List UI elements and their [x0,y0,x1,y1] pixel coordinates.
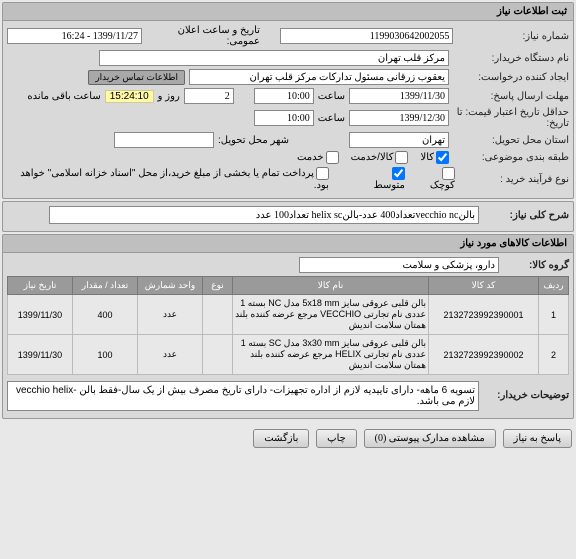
col-code: کد کالا [429,277,539,295]
reply-button[interactable]: پاسخ به نیاز [503,429,573,448]
delivery-city-label: شهر محل تحویل: [218,135,289,146]
desc-label: شرح کلی نیاز: [479,210,569,221]
table-row[interactable]: 22132723992390002بالن قلبی عروقی سایز 3x… [8,335,569,375]
cell-unit: عدد [138,295,203,335]
remain-suffix: ساعت باقی مانده [27,91,100,102]
col-unit: واحد شمارش [138,277,203,295]
col-qty: تعداد / مقدار [73,277,138,295]
items-table: ردیف کد کالا نام کالا نوع واحد شمارش تعد… [7,276,569,375]
desc-input[interactable] [49,206,479,224]
validity-time-input[interactable] [254,110,314,126]
group-service-label[interactable]: خدمت [297,151,339,164]
cell-date: 1399/11/30 [8,335,73,375]
pay-note-check[interactable] [316,167,329,180]
validity-sep: ساعت [318,113,345,124]
need-no-input[interactable] [280,28,453,44]
col-type: نوع [203,277,233,295]
group-kala-check[interactable] [436,151,449,164]
deadline-sep: ساعت [318,91,345,102]
contact-buyer-button[interactable]: اطلاعات تماس خریدار [88,70,185,85]
countdown-timer: 15:24:10 [105,90,154,103]
remain-days-label: روز و [158,91,180,102]
col-name: نام کالا [233,277,429,295]
need-info-panel: ثبت اطلاعات نیاز شماره نیاز: تاریخ و ساع… [2,2,574,199]
delivery-state-label: استان محل تحویل: [449,135,569,146]
need-no-label: شماره نیاز: [453,31,569,42]
cell-name: بالن قلبی عروقی سایز 5x18 mm مدل NC بسته… [233,295,429,335]
col-idx: ردیف [539,277,569,295]
cell-code: 2132723992390002 [429,335,539,375]
table-header-row: ردیف کد کالا نام کالا نوع واحد شمارش تعد… [8,277,569,295]
creator-label: ایجاد کننده درخواست: [449,72,569,83]
buyer-input[interactable] [99,50,449,66]
cell-qty: 100 [73,335,138,375]
delivery-city-input[interactable] [114,132,214,148]
group-kala-label2: گروه کالا: [499,260,569,271]
cell-type [203,335,233,375]
group-kala-label[interactable]: کالا [420,151,449,164]
footer-buttons: پاسخ به نیاز مشاهده مدارک پیوستی (0) چاپ… [0,425,576,452]
panel1-title: ثبت اطلاعات نیاز [3,3,573,21]
grade-medium-label[interactable]: متوسط [361,167,405,191]
group-khadmat-label[interactable]: کالا/خدمت [351,151,409,164]
buyer-label: نام دستگاه خریدار: [449,53,569,64]
panel3-title: اطلاعات کالاهای مورد نیاز [3,235,573,253]
grade-label: نوع فرآیند خرید : [455,174,569,185]
announce-input[interactable] [7,28,142,44]
notes-box: تسویه 6 ماهه- دارای تاییدیه لازم از ادار… [7,381,479,411]
creator-input[interactable] [189,69,449,85]
col-date: تاریخ نیاز [8,277,73,295]
items-panel: اطلاعات کالاهای مورد نیاز گروه کالا: ردی… [2,234,574,419]
group-kala-input[interactable] [299,257,499,273]
remain-days-input [184,88,234,104]
cell-date: 1399/11/30 [8,295,73,335]
grade-medium-check[interactable] [392,167,405,180]
desc-panel: شرح کلی نیاز: [2,201,574,232]
attachments-button[interactable]: مشاهده مدارک پیوستی (0) [364,429,496,448]
cell-unit: عدد [138,335,203,375]
table-row[interactable]: 12132723992390001بالن قلبی عروقی سایز 5x… [8,295,569,335]
deadline-time-input[interactable] [254,88,314,104]
cell-type [203,295,233,335]
delivery-state-input[interactable] [349,132,449,148]
cell-name: بالن قلبی عروقی سایز 3x30 mm مدل SC بسته… [233,335,429,375]
group-service-check[interactable] [326,151,339,164]
cell-qty: 400 [73,295,138,335]
grade-small-check[interactable] [442,167,455,180]
pay-note-label[interactable]: پرداخت تمام یا بخشی از مبلغ خرید،از محل … [19,167,329,191]
group-label: طبقه بندی موضوعی: [449,152,569,163]
cell-idx: 1 [539,295,569,335]
back-button[interactable]: بازگشت [253,429,309,448]
deadline-date-input[interactable] [349,88,449,104]
cell-code: 2132723992390001 [429,295,539,335]
print-button[interactable]: چاپ [316,429,357,448]
notes-label: توضیحات خریدار: [479,390,569,401]
validity-date-input[interactable] [349,110,449,126]
grade-small-label[interactable]: کوچک [417,167,455,191]
cell-idx: 2 [539,335,569,375]
group-khadmat-check[interactable] [395,151,408,164]
deadline-label: مهلت ارسال پاسخ: [449,91,569,102]
validity-label: حداقل تاریخ اعتبار قیمت: تا تاریخ: [449,107,569,129]
announce-label: تاریخ و ساعت اعلان عمومی: [146,25,260,47]
